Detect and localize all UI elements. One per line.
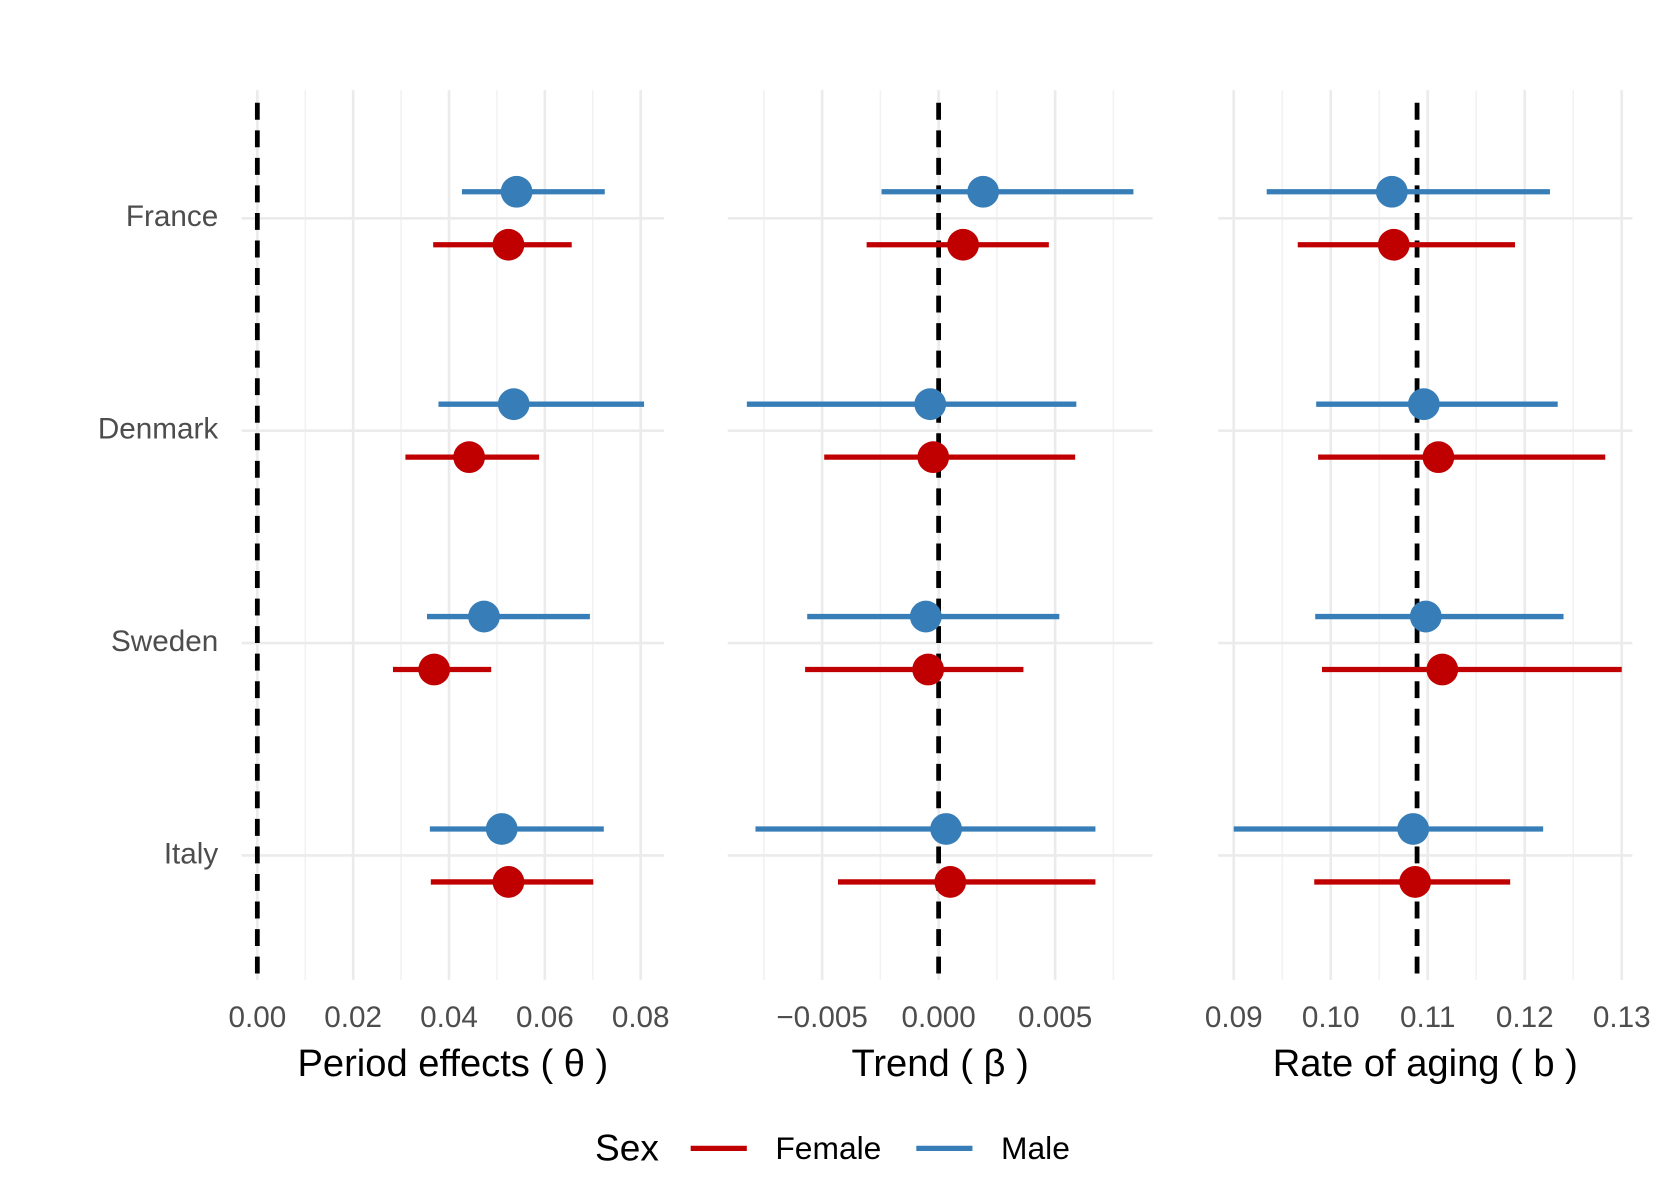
x-axis-title: Rate of aging ( b ) — [1273, 1042, 1578, 1085]
point — [1375, 175, 1408, 208]
x-tick-label: 0.005 — [1018, 1001, 1092, 1034]
x-tick-label: 0.02 — [324, 1001, 382, 1034]
point — [1426, 653, 1459, 686]
legend-label: Male — [1001, 1130, 1070, 1166]
point — [418, 653, 451, 686]
point — [492, 228, 525, 261]
point — [934, 866, 967, 898]
x-tick-label: 0.08 — [612, 1001, 670, 1034]
y-tick-label: Denmark — [98, 412, 218, 445]
point — [1422, 441, 1455, 474]
point — [930, 813, 962, 845]
point — [492, 866, 525, 898]
x-tick-label: 0.13 — [1593, 1001, 1651, 1034]
x-tick-label: 0.000 — [902, 1001, 976, 1034]
point — [1407, 388, 1440, 421]
point — [909, 600, 942, 633]
point — [453, 441, 486, 474]
y-tick-label: Italy — [164, 837, 219, 870]
point — [1377, 228, 1410, 261]
x-tick-label: 0.09 — [1205, 1001, 1263, 1034]
x-tick-label: 0.12 — [1496, 1001, 1554, 1034]
x-tick-label: 0.10 — [1302, 1001, 1360, 1034]
x-tick-label: 0.00 — [228, 1001, 286, 1034]
x-tick-label: 0.11 — [1400, 1001, 1456, 1034]
point — [1397, 813, 1430, 845]
y-tick-label: Sweden — [111, 625, 218, 658]
x-tick-label: −0.005 — [776, 1001, 868, 1034]
point — [485, 813, 518, 845]
point — [497, 388, 530, 421]
x-tick-label: 0.04 — [420, 1001, 478, 1034]
y-tick-label: France — [126, 200, 218, 233]
point — [914, 388, 947, 421]
x-tick-label: 0.06 — [516, 1001, 574, 1034]
point — [947, 228, 979, 261]
point — [1409, 600, 1442, 633]
legend-label: Female — [775, 1130, 881, 1166]
legend-title: Sex — [595, 1126, 659, 1168]
x-axis-title: Trend ( β ) — [851, 1042, 1028, 1085]
point — [468, 600, 500, 633]
point — [912, 653, 945, 686]
x-axis-title: Period effects ( θ ) — [297, 1042, 608, 1085]
point — [917, 441, 950, 474]
point — [500, 175, 533, 208]
point — [967, 175, 1000, 208]
point — [1399, 866, 1432, 898]
